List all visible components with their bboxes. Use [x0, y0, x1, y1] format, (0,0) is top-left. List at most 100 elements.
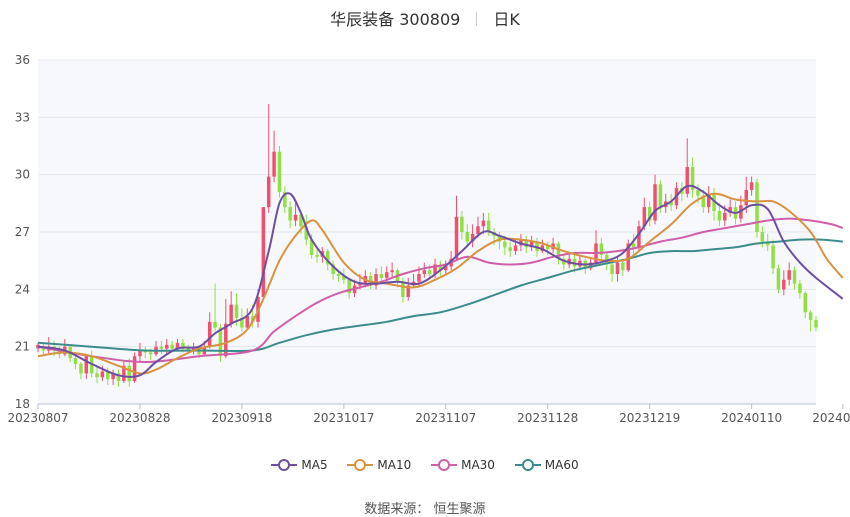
candle-body — [465, 232, 469, 242]
candle-body — [165, 344, 169, 349]
candle-body — [723, 212, 727, 221]
legend-label-ma10: MA10 — [377, 458, 412, 472]
candle-body — [642, 207, 647, 227]
x-tick-label: 20230807 — [7, 411, 68, 425]
chart-title: 华辰装备 300809 日K — [0, 6, 850, 30]
candle-body — [79, 363, 83, 374]
candle-body — [782, 279, 786, 290]
candle-body — [379, 274, 384, 278]
candle-body — [293, 214, 298, 221]
candle-body — [277, 151, 282, 192]
candle-body — [631, 243, 636, 248]
candle-body — [621, 262, 625, 271]
candle-body — [535, 241, 539, 252]
candle-body — [229, 304, 233, 324]
candle-body — [309, 239, 314, 255]
candle-body — [776, 268, 781, 290]
candle-body — [771, 245, 775, 269]
y-tick-label: 30 — [15, 168, 30, 182]
candle-body — [358, 283, 362, 286]
candle-body — [73, 358, 78, 364]
candle-body — [744, 189, 748, 206]
y-tick-label: 18 — [15, 397, 30, 411]
y-tick-label: 21 — [15, 340, 30, 354]
candle-body — [84, 356, 89, 374]
candle-body — [599, 243, 604, 255]
x-tick-label: 20240130 — [812, 411, 850, 425]
candle-body — [325, 251, 330, 265]
candle-body — [132, 356, 137, 382]
candle-body — [390, 270, 394, 273]
candle-body — [690, 167, 695, 190]
candle-body — [406, 285, 410, 297]
candle-body — [272, 151, 276, 177]
candle-body — [427, 270, 432, 275]
ma5-line — [37, 184, 844, 378]
candle-body — [266, 176, 271, 208]
ma10-line — [37, 192, 844, 375]
candle-body — [792, 270, 797, 284]
x-tick-label: 20231017 — [313, 411, 374, 425]
candle-body — [299, 214, 303, 227]
candle-body — [486, 220, 491, 232]
candle-body — [524, 239, 529, 248]
candle-body — [669, 201, 673, 206]
candle-body — [148, 352, 153, 355]
ma-lines — [37, 184, 844, 378]
candle-body — [95, 373, 99, 378]
x-tick-label: 20240110 — [721, 411, 782, 425]
candle-body — [181, 342, 185, 349]
candle-body — [701, 195, 706, 208]
candle-body — [175, 342, 180, 349]
legend: MA5 MA10 MA30 MA60 — [0, 458, 850, 474]
y-tick-label: 33 — [15, 110, 30, 124]
period-label: 日K — [493, 10, 520, 29]
candle-body — [626, 243, 630, 271]
legend-item-ma30[interactable]: MA30 — [431, 458, 495, 472]
candle-body — [159, 346, 164, 349]
candle-body — [127, 365, 131, 382]
candle-body — [749, 182, 754, 190]
candle-body — [207, 321, 212, 347]
candle-body — [717, 210, 722, 221]
legend-item-ma5[interactable]: MA5 — [271, 458, 328, 472]
legend-item-ma60[interactable]: MA60 — [514, 458, 579, 472]
candle-body — [224, 323, 228, 357]
x-tick-label: 20230828 — [109, 411, 170, 425]
x-tick-label: 20231219 — [619, 411, 680, 425]
candle-body — [315, 254, 319, 257]
candle-body — [186, 348, 190, 351]
title-separator — [476, 12, 478, 26]
candle-body — [342, 275, 346, 280]
candle-body — [765, 241, 770, 246]
legend-label-ma30: MA30 — [461, 458, 495, 472]
candle-body — [385, 272, 389, 278]
candle-body — [283, 191, 287, 208]
candle-body — [803, 293, 808, 313]
candle-body — [234, 304, 239, 318]
candle-body — [760, 232, 765, 242]
candle-body — [545, 245, 550, 250]
candle-body — [712, 193, 716, 211]
candle-body — [250, 316, 255, 322]
candle-body — [798, 283, 802, 294]
candle-body — [444, 266, 448, 271]
candle-body — [728, 207, 732, 213]
candle-body — [438, 264, 443, 271]
candle-body — [460, 216, 464, 232]
y-tick-label: 24 — [15, 282, 30, 296]
candle-body — [288, 207, 292, 221]
candle-body — [610, 264, 614, 275]
candle-body — [706, 193, 711, 208]
candle-body — [476, 226, 480, 234]
candle-body — [814, 319, 818, 328]
candle-body — [433, 264, 437, 275]
grid-lines — [37, 59, 844, 409]
candle-body — [417, 274, 421, 282]
candle-body — [653, 184, 657, 221]
candle-body — [696, 189, 700, 196]
candle-body — [787, 270, 791, 280]
candle-body — [808, 312, 813, 320]
legend-item-ma10[interactable]: MA10 — [347, 458, 411, 472]
candle-body — [36, 344, 40, 349]
